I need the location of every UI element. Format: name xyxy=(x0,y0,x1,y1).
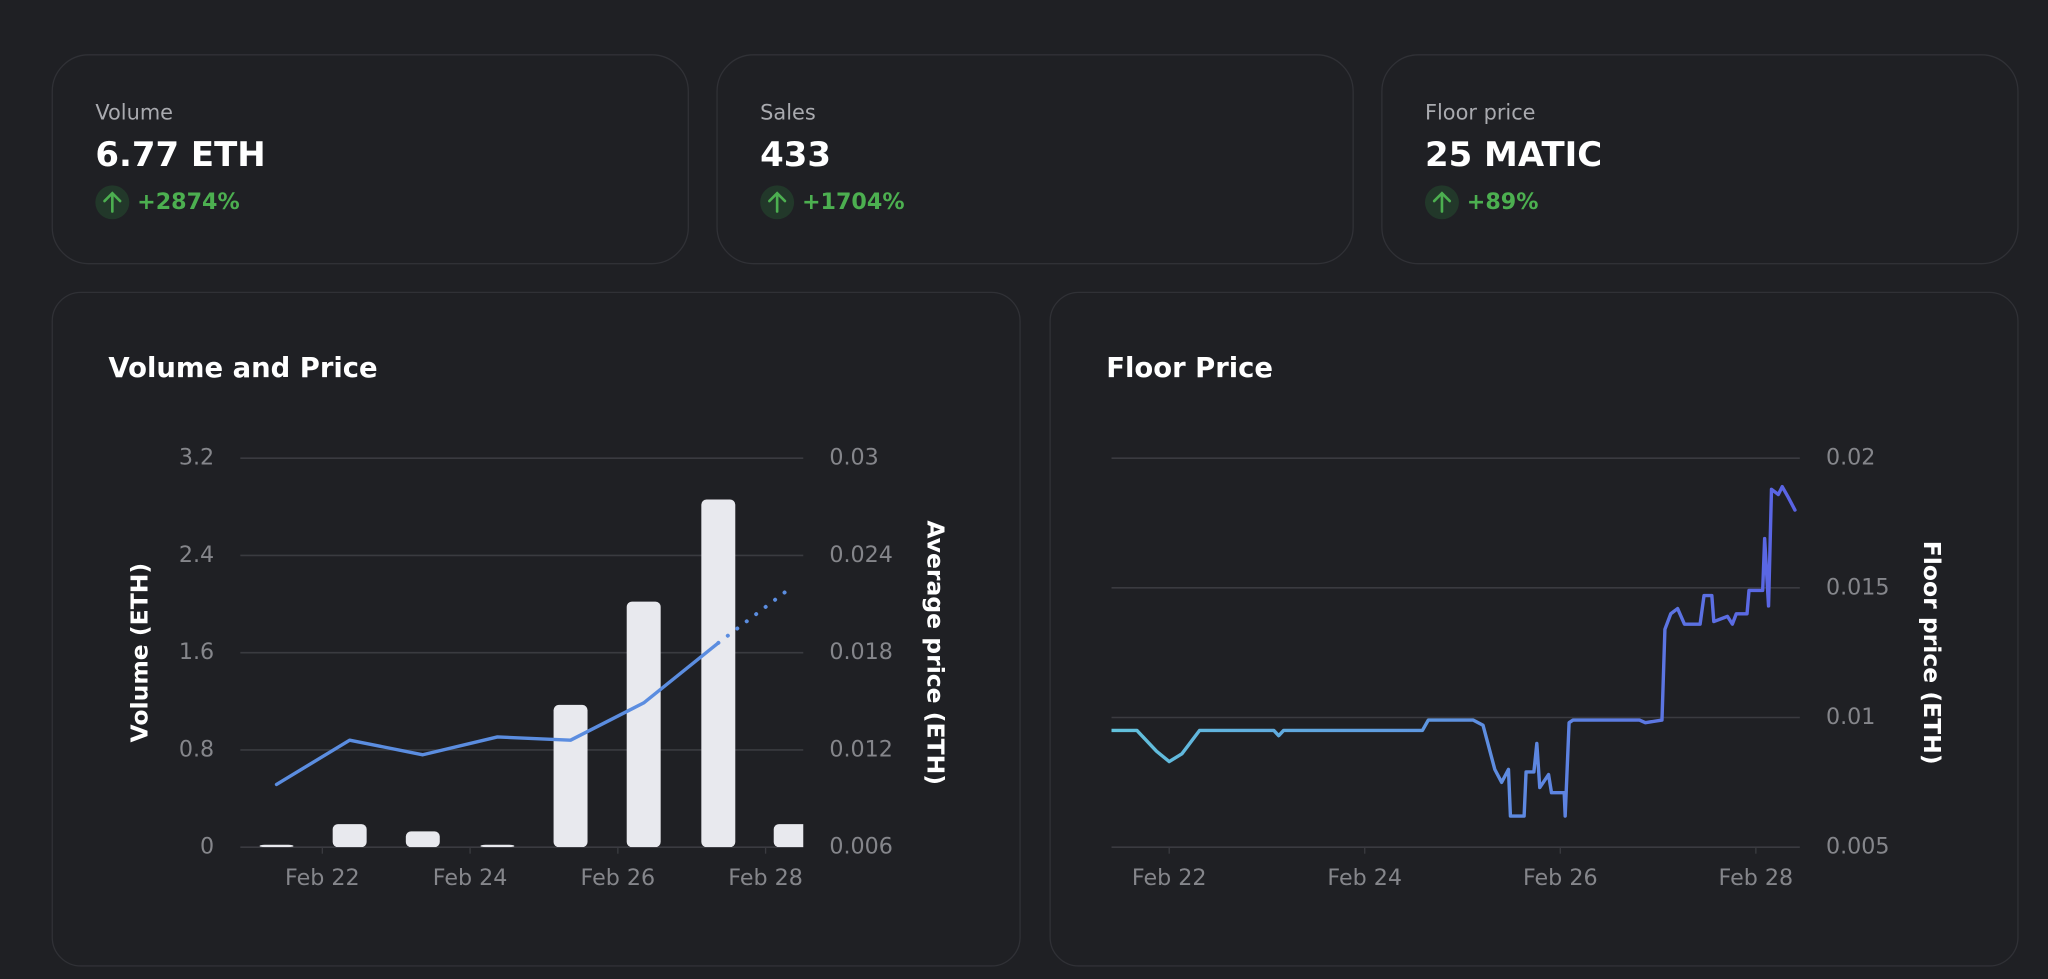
y-tick-label: 2.4 xyxy=(179,542,214,568)
card xyxy=(51,291,1021,967)
x-tick-label: Feb 24 xyxy=(433,865,508,891)
line xyxy=(274,641,721,787)
y-tick-label: 0 xyxy=(200,834,214,860)
chart-title: Volume and Price xyxy=(108,353,377,384)
card xyxy=(716,54,1354,265)
y-tick-label: 0.005 xyxy=(1826,834,1890,860)
y-axis-title: Floor price (ETH) xyxy=(1918,541,1946,765)
stat-label: Volume xyxy=(95,101,173,125)
y-axis-title: Volume (ETH) xyxy=(126,563,154,743)
change-arrow xyxy=(103,191,122,213)
y2-tick-label: 0.03 xyxy=(829,445,878,471)
bar xyxy=(626,601,661,848)
y2-tick-label: 0.018 xyxy=(829,639,893,665)
chart-title: Floor Price xyxy=(1106,353,1273,384)
stat-label: Floor price xyxy=(1425,101,1536,125)
y2-axis-title: Average price (ETH) xyxy=(921,520,949,785)
y2-tick-label: 0.006 xyxy=(829,834,893,860)
y-tick-label: 0.015 xyxy=(1826,574,1890,600)
card xyxy=(1049,291,2019,967)
y-tick-label: 0.01 xyxy=(1826,704,1875,730)
chart-card: Volume and Price 0 0.8 1.6 2.4 3.2 0.006 0.012 0… xyxy=(51,291,1021,967)
bar xyxy=(332,824,367,848)
card xyxy=(1381,54,2019,265)
bar xyxy=(773,824,804,848)
y2-tick-label: 0.012 xyxy=(829,736,893,762)
card xyxy=(51,54,689,265)
stat-card: Sales 433 +1704% xyxy=(716,54,1354,265)
y2-tick-label: 0.024 xyxy=(829,542,893,568)
stat-value: 6.77 ETH xyxy=(95,135,265,175)
x-tick-label: Feb 22 xyxy=(285,865,360,891)
bar xyxy=(480,844,515,848)
x-tick-label: Feb 22 xyxy=(1132,865,1207,891)
x-tick-label: Feb 26 xyxy=(581,865,656,891)
stat-value: 433 xyxy=(760,135,831,175)
stat-card: Volume 6.77 ETH +2874% xyxy=(51,54,689,265)
bar xyxy=(701,499,736,848)
y-tick-label: 0.8 xyxy=(179,736,214,762)
x-tick-label: Feb 26 xyxy=(1523,865,1598,891)
plot-area xyxy=(259,499,804,848)
change-arrow xyxy=(767,191,787,213)
stat-card: Floor price 25 MATIC +89% xyxy=(1381,54,2019,265)
change-arrow xyxy=(1432,191,1452,213)
stat-label: Sales xyxy=(760,101,816,125)
x-tick-label: Feb 28 xyxy=(728,865,803,891)
y-tick-label: 3.2 xyxy=(179,445,214,471)
stat-value: 25 MATIC xyxy=(1425,135,1602,175)
bar xyxy=(405,831,440,848)
bar xyxy=(259,844,294,848)
x-tick-label: Feb 24 xyxy=(1327,865,1402,891)
stat-change: +89% xyxy=(1467,189,1539,215)
line xyxy=(1111,485,1797,818)
y-tick-label: 0.02 xyxy=(1826,445,1875,471)
stat-change: +1704% xyxy=(802,189,905,215)
y-tick-label: 1.6 xyxy=(179,639,214,665)
stat-change: +2874% xyxy=(137,189,240,215)
plot-area xyxy=(1111,485,1797,818)
x-tick-label: Feb 28 xyxy=(1719,865,1794,891)
chart-card: Floor Price 0.005 0.01 0.015 0.02 Feb 22 Feb 2… xyxy=(1049,291,2019,967)
bar xyxy=(553,704,588,848)
